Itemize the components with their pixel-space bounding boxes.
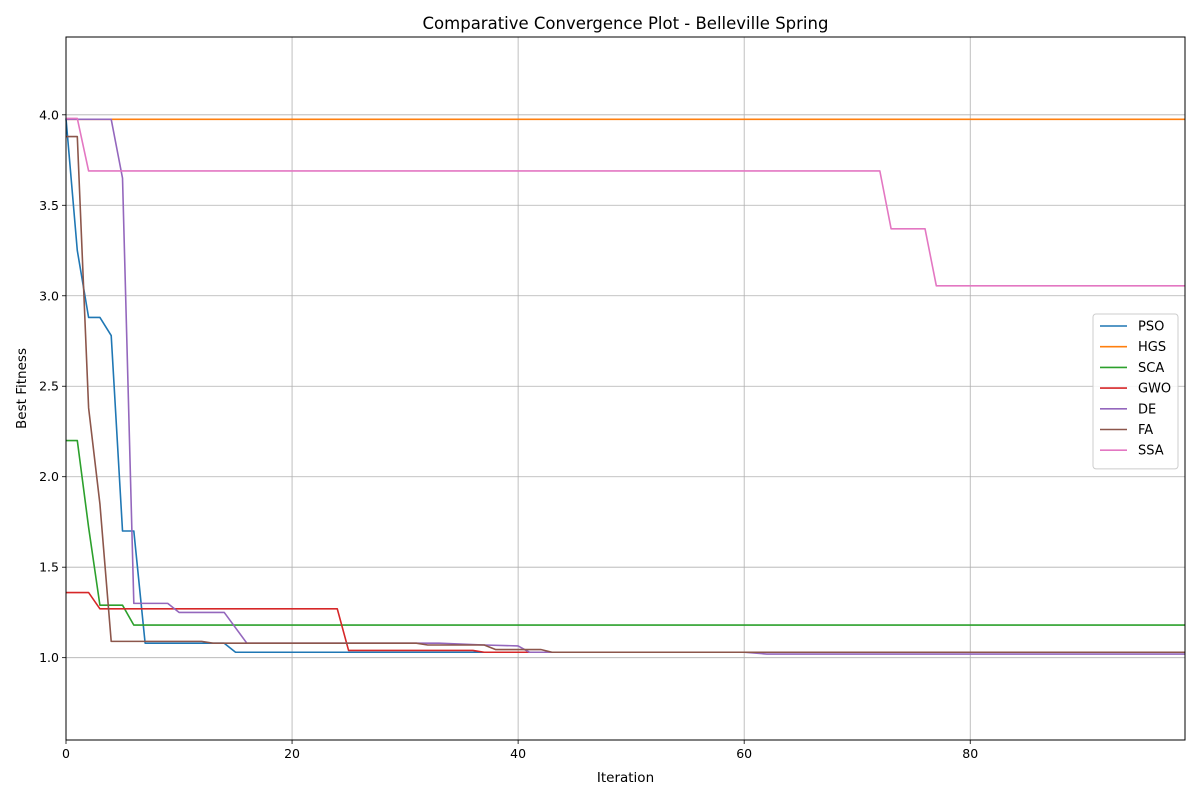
x-tick-label: 0 — [62, 746, 70, 761]
series-line-fa — [66, 135, 1185, 654]
x-tick-label: 40 — [510, 746, 526, 761]
series-line-pso — [65, 118, 1185, 654]
x-tick-label: 80 — [962, 746, 978, 761]
y-tick-label: 2.0 — [39, 469, 59, 484]
y-tick-label: 3.5 — [39, 198, 59, 213]
series-line-ssa — [66, 117, 1185, 287]
y-tick-label: 1.0 — [39, 650, 59, 665]
y-tick-label: 4.0 — [39, 107, 59, 122]
y-tick-label: 2.5 — [39, 379, 59, 394]
legend-label-sca: SCA — [1138, 361, 1164, 376]
series-line-gwo — [66, 591, 1185, 654]
y-tick-label: 3.0 — [39, 288, 59, 303]
legend-label-gwo: GWO — [1138, 382, 1171, 397]
legend: PSO HGS SCA GWO DE FA SSA — [1092, 313, 1179, 470]
series-line-sca — [66, 439, 1185, 626]
x-axis-label: Iteration — [597, 770, 654, 786]
plot-frame — [65, 36, 1186, 741]
y-tick-label: 1.5 — [39, 560, 59, 575]
tick-layer: 0 20 40 60 80 1.0 1.5 2.0 2.5 3.0 3.5 4.0 — [39, 107, 978, 761]
legend-label-de: DE — [1138, 402, 1156, 417]
chart-title: Comparative Convergence Plot - Bellevill… — [423, 14, 829, 33]
series-layer — [65, 117, 1185, 655]
y-axis-label: Best Fitness — [14, 348, 30, 429]
legend-label-fa: FA — [1138, 423, 1153, 438]
grid-layer — [65, 37, 1185, 740]
legend-label-hgs: HGS — [1138, 340, 1166, 355]
x-tick-label: 20 — [284, 746, 300, 761]
x-tick-label: 60 — [736, 746, 752, 761]
legend-label-ssa: SSA — [1138, 444, 1164, 459]
legend-label-pso: PSO — [1138, 320, 1164, 335]
